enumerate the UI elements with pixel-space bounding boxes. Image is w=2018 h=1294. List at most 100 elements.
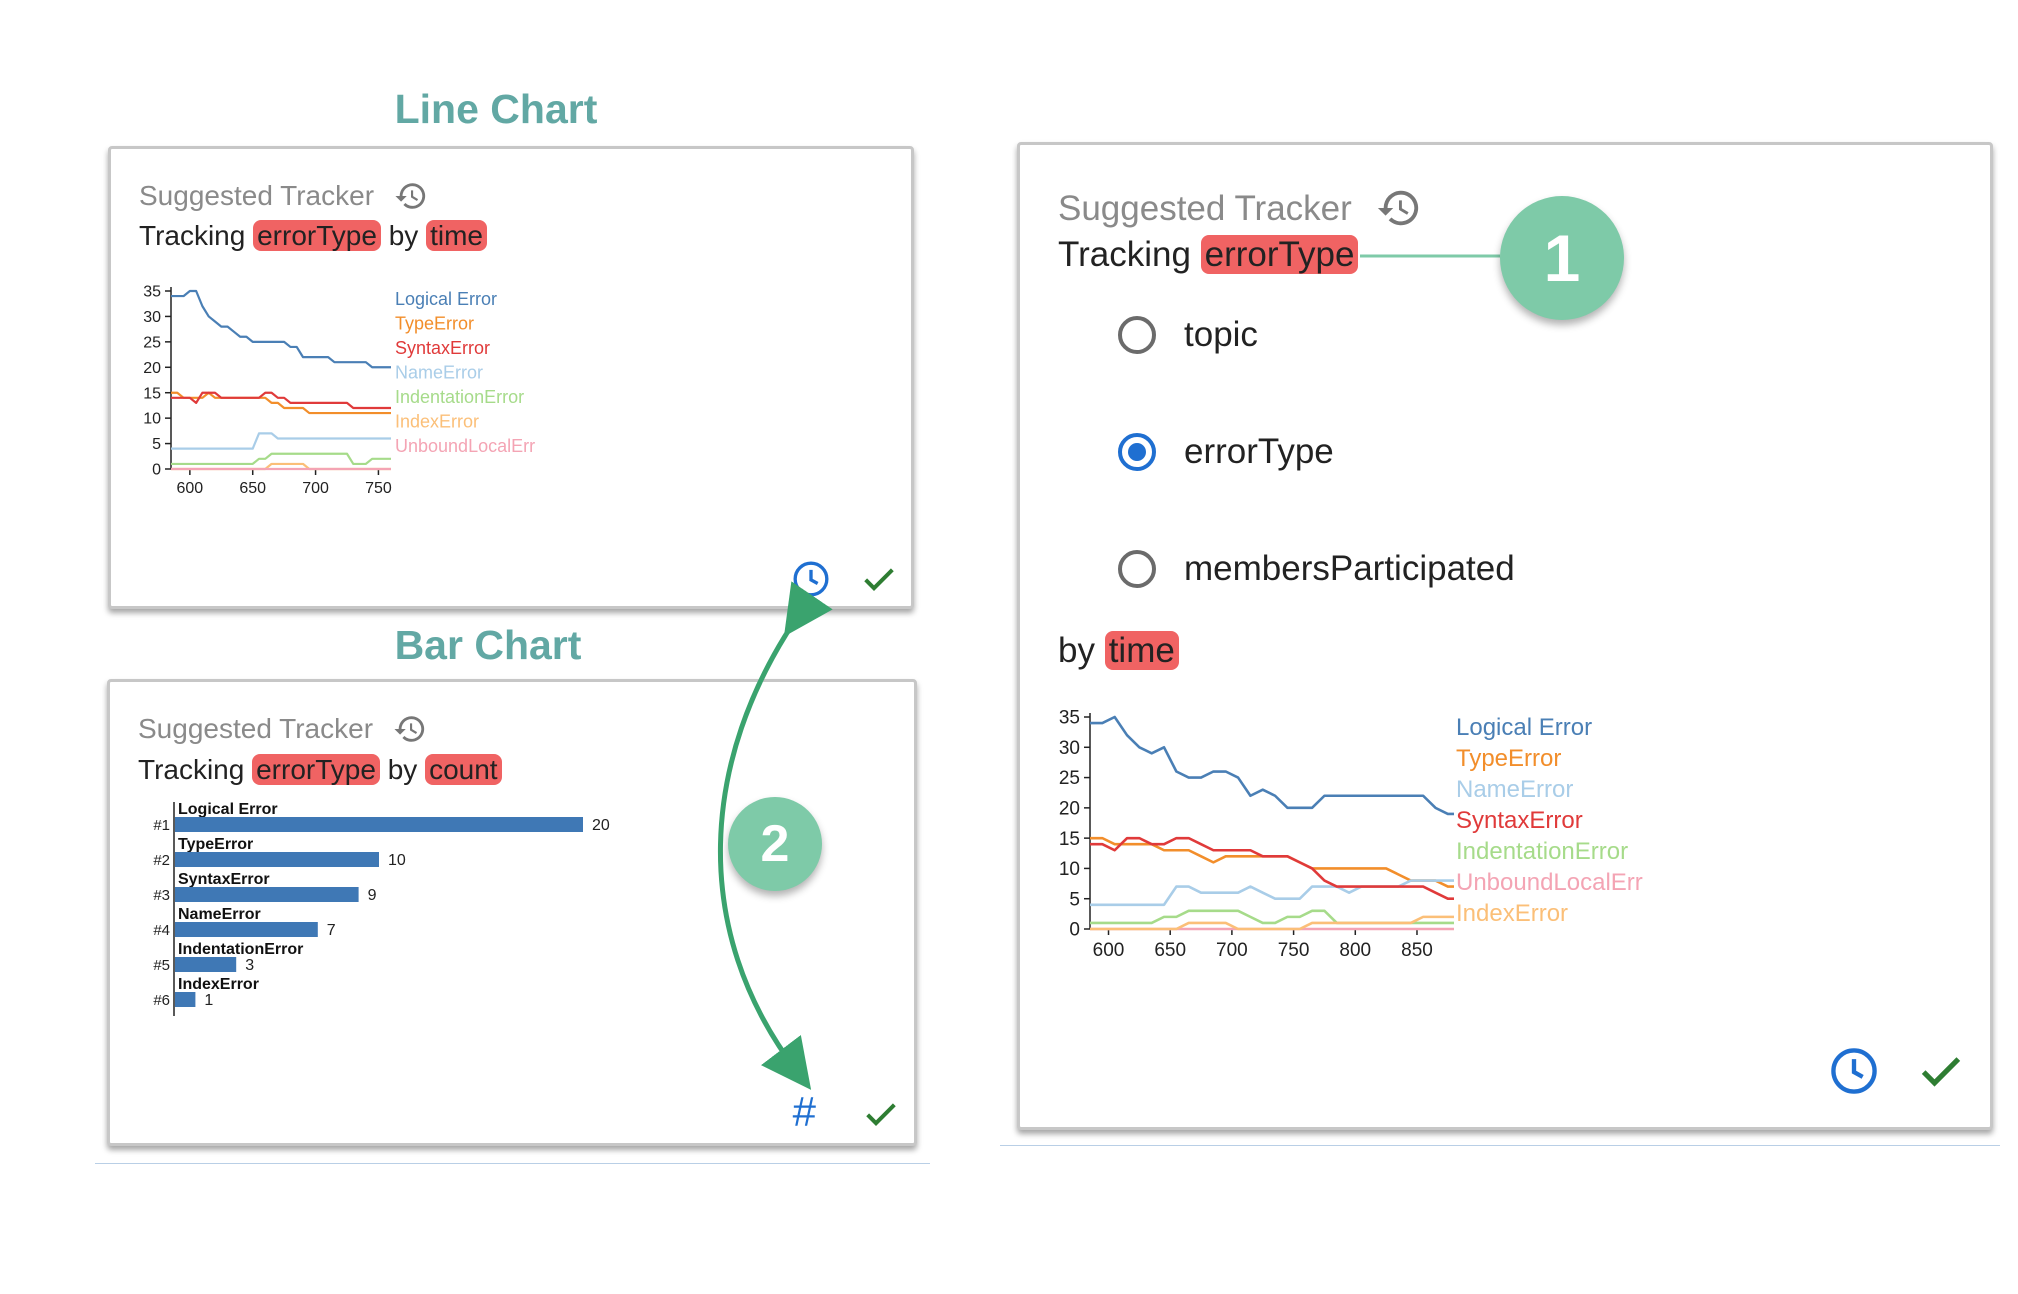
bar-value-label: 10 bbox=[388, 852, 406, 869]
y-tick-label: 35 bbox=[143, 284, 161, 301]
legend-entry: UnboundLocalErr bbox=[1456, 869, 1643, 896]
series-line bbox=[1090, 836, 1454, 901]
axis-pill[interactable]: time bbox=[1104, 631, 1179, 670]
tracking-sentence: Tracking errorType by count bbox=[138, 754, 502, 786]
tracking-sentence: Tracking errorType by time bbox=[139, 220, 487, 252]
bar-value-label: 1 bbox=[204, 992, 213, 1009]
line-chart-heading: Line Chart bbox=[394, 86, 598, 132]
bar-chart-heading: Bar Chart bbox=[394, 622, 582, 668]
y-tick-label: 0 bbox=[152, 462, 161, 479]
field-pill[interactable]: errorType bbox=[1200, 235, 1359, 274]
legend-entry: IndexError bbox=[1456, 900, 1568, 927]
tracker-title: Suggested Tracker bbox=[138, 712, 427, 746]
x-tick-label: 600 bbox=[1093, 940, 1125, 961]
bar-value-label: 9 bbox=[368, 887, 377, 904]
radio-label: membersParticipated bbox=[1184, 549, 1515, 588]
radio-label: errorType bbox=[1184, 432, 1334, 471]
large-line-chart: 0 5 10 15 20 25 30 35 600 650 700 750 800 850 Logical … bbox=[1059, 708, 1643, 961]
bar-category-label: TypeError bbox=[178, 836, 253, 853]
y-tick-label: 30 bbox=[1059, 738, 1080, 759]
hash-icon[interactable]: # bbox=[792, 1088, 816, 1135]
legend-entry: TypeError bbox=[395, 314, 474, 334]
legend-entry: IndentationError bbox=[395, 387, 524, 407]
series-line bbox=[171, 432, 391, 450]
bar bbox=[175, 887, 359, 902]
legend-entry: IndexError bbox=[395, 412, 479, 432]
field-pill[interactable]: errorType bbox=[252, 754, 380, 785]
legend-entry: TypeError bbox=[1456, 745, 1561, 772]
history-icon[interactable] bbox=[394, 179, 428, 213]
radio-option-membersparticipated[interactable]: membersParticipated bbox=[1118, 549, 1515, 589]
series-line bbox=[171, 391, 391, 410]
check-icon[interactable] bbox=[859, 559, 899, 599]
callout-badge-2: 2 bbox=[728, 797, 822, 891]
radio-circle[interactable] bbox=[1118, 550, 1156, 588]
y-tick-label: 15 bbox=[143, 385, 161, 402]
bar-category-label: IndexError bbox=[178, 976, 259, 993]
check-icon[interactable] bbox=[1915, 1045, 1967, 1097]
radio-option-errortype[interactable]: errorType bbox=[1118, 432, 1334, 472]
bar-value-label: 3 bbox=[245, 957, 254, 974]
legend-entry: SyntaxError bbox=[1456, 807, 1583, 834]
series-line bbox=[1090, 915, 1454, 931]
legend-entry: NameError bbox=[1456, 776, 1573, 803]
y-tick-label: 35 bbox=[1059, 708, 1080, 729]
axes: 0 5 10 15 20 25 30 35 600 650 700 750 800 850 bbox=[1059, 708, 1454, 961]
x-tick-label: 750 bbox=[1278, 940, 1310, 961]
main-tracker-card[interactable]: Suggested Tracker Tracking errorType top… bbox=[1017, 142, 1993, 1130]
divider bbox=[95, 1163, 930, 1164]
bar-rank-label: #2 bbox=[153, 852, 170, 869]
bar-chart: Logical Error #1 20 TypeError #2 10 SyntaxErro… bbox=[153, 801, 610, 1016]
legend-entry: Logical Error bbox=[395, 289, 497, 309]
y-tick-label: 5 bbox=[152, 436, 161, 453]
axes: 0 5 10 15 20 25 30 35 600 650 700 750 bbox=[143, 284, 392, 497]
axis-pill[interactable]: count bbox=[425, 754, 502, 785]
series-line bbox=[1090, 715, 1454, 816]
field-pill[interactable]: errorType bbox=[253, 220, 381, 251]
small-line-chart: 0 5 10 15 20 25 30 35 600 650 700 750 Logical Error T… bbox=[143, 284, 535, 497]
y-tick-label: 30 bbox=[143, 309, 161, 326]
x-tick-label: 750 bbox=[365, 480, 392, 497]
radio-option-topic[interactable]: topic bbox=[1118, 315, 1258, 355]
radio-circle[interactable] bbox=[1118, 316, 1156, 354]
swap-arrow bbox=[717, 581, 833, 1090]
y-tick-label: 20 bbox=[1059, 799, 1080, 820]
tracking-sentence: Tracking errorType bbox=[1058, 235, 1359, 275]
by-sentence: by time bbox=[1058, 631, 1179, 671]
divider bbox=[1000, 1145, 2000, 1146]
bar-value-label: 7 bbox=[327, 922, 336, 939]
history-icon[interactable] bbox=[393, 712, 427, 746]
x-tick-label: 700 bbox=[1216, 940, 1248, 961]
history-icon[interactable] bbox=[1376, 185, 1422, 231]
y-tick-label: 15 bbox=[1059, 829, 1080, 850]
bar bbox=[175, 852, 379, 867]
line-chart-card[interactable]: Suggested Tracker Tracking errorType by … bbox=[108, 146, 914, 609]
y-tick-label: 20 bbox=[143, 360, 161, 377]
bar-category-label: NameError bbox=[178, 906, 261, 923]
y-tick-label: 5 bbox=[1069, 889, 1080, 910]
axis-pill[interactable]: time bbox=[426, 220, 487, 251]
bar-category-label: Logical Error bbox=[178, 801, 278, 818]
bar-rank-label: #1 bbox=[153, 817, 170, 834]
legend-entry: SyntaxError bbox=[395, 338, 490, 358]
x-tick-label: 650 bbox=[1154, 940, 1186, 961]
x-tick-label: 600 bbox=[177, 480, 204, 497]
bar-value-label: 20 bbox=[592, 817, 610, 834]
check-icon[interactable] bbox=[861, 1094, 901, 1134]
legend-entry: NameError bbox=[395, 363, 483, 383]
radio-label: topic bbox=[1184, 315, 1258, 354]
clock-icon[interactable] bbox=[1828, 1045, 1880, 1097]
bar bbox=[175, 922, 318, 937]
y-tick-label: 10 bbox=[143, 411, 161, 428]
y-tick-label: 25 bbox=[143, 334, 161, 351]
x-tick-label: 700 bbox=[302, 480, 329, 497]
bar-rank-label: #3 bbox=[153, 887, 170, 904]
x-tick-label: 650 bbox=[239, 480, 266, 497]
y-tick-label: 10 bbox=[1059, 859, 1080, 880]
y-tick-label: 0 bbox=[1069, 920, 1080, 941]
bar-rank-label: #4 bbox=[153, 922, 170, 939]
radio-circle-selected[interactable] bbox=[1118, 433, 1156, 471]
bar-rank-label: #5 bbox=[153, 957, 170, 974]
tracker-title: Suggested Tracker bbox=[139, 179, 428, 213]
